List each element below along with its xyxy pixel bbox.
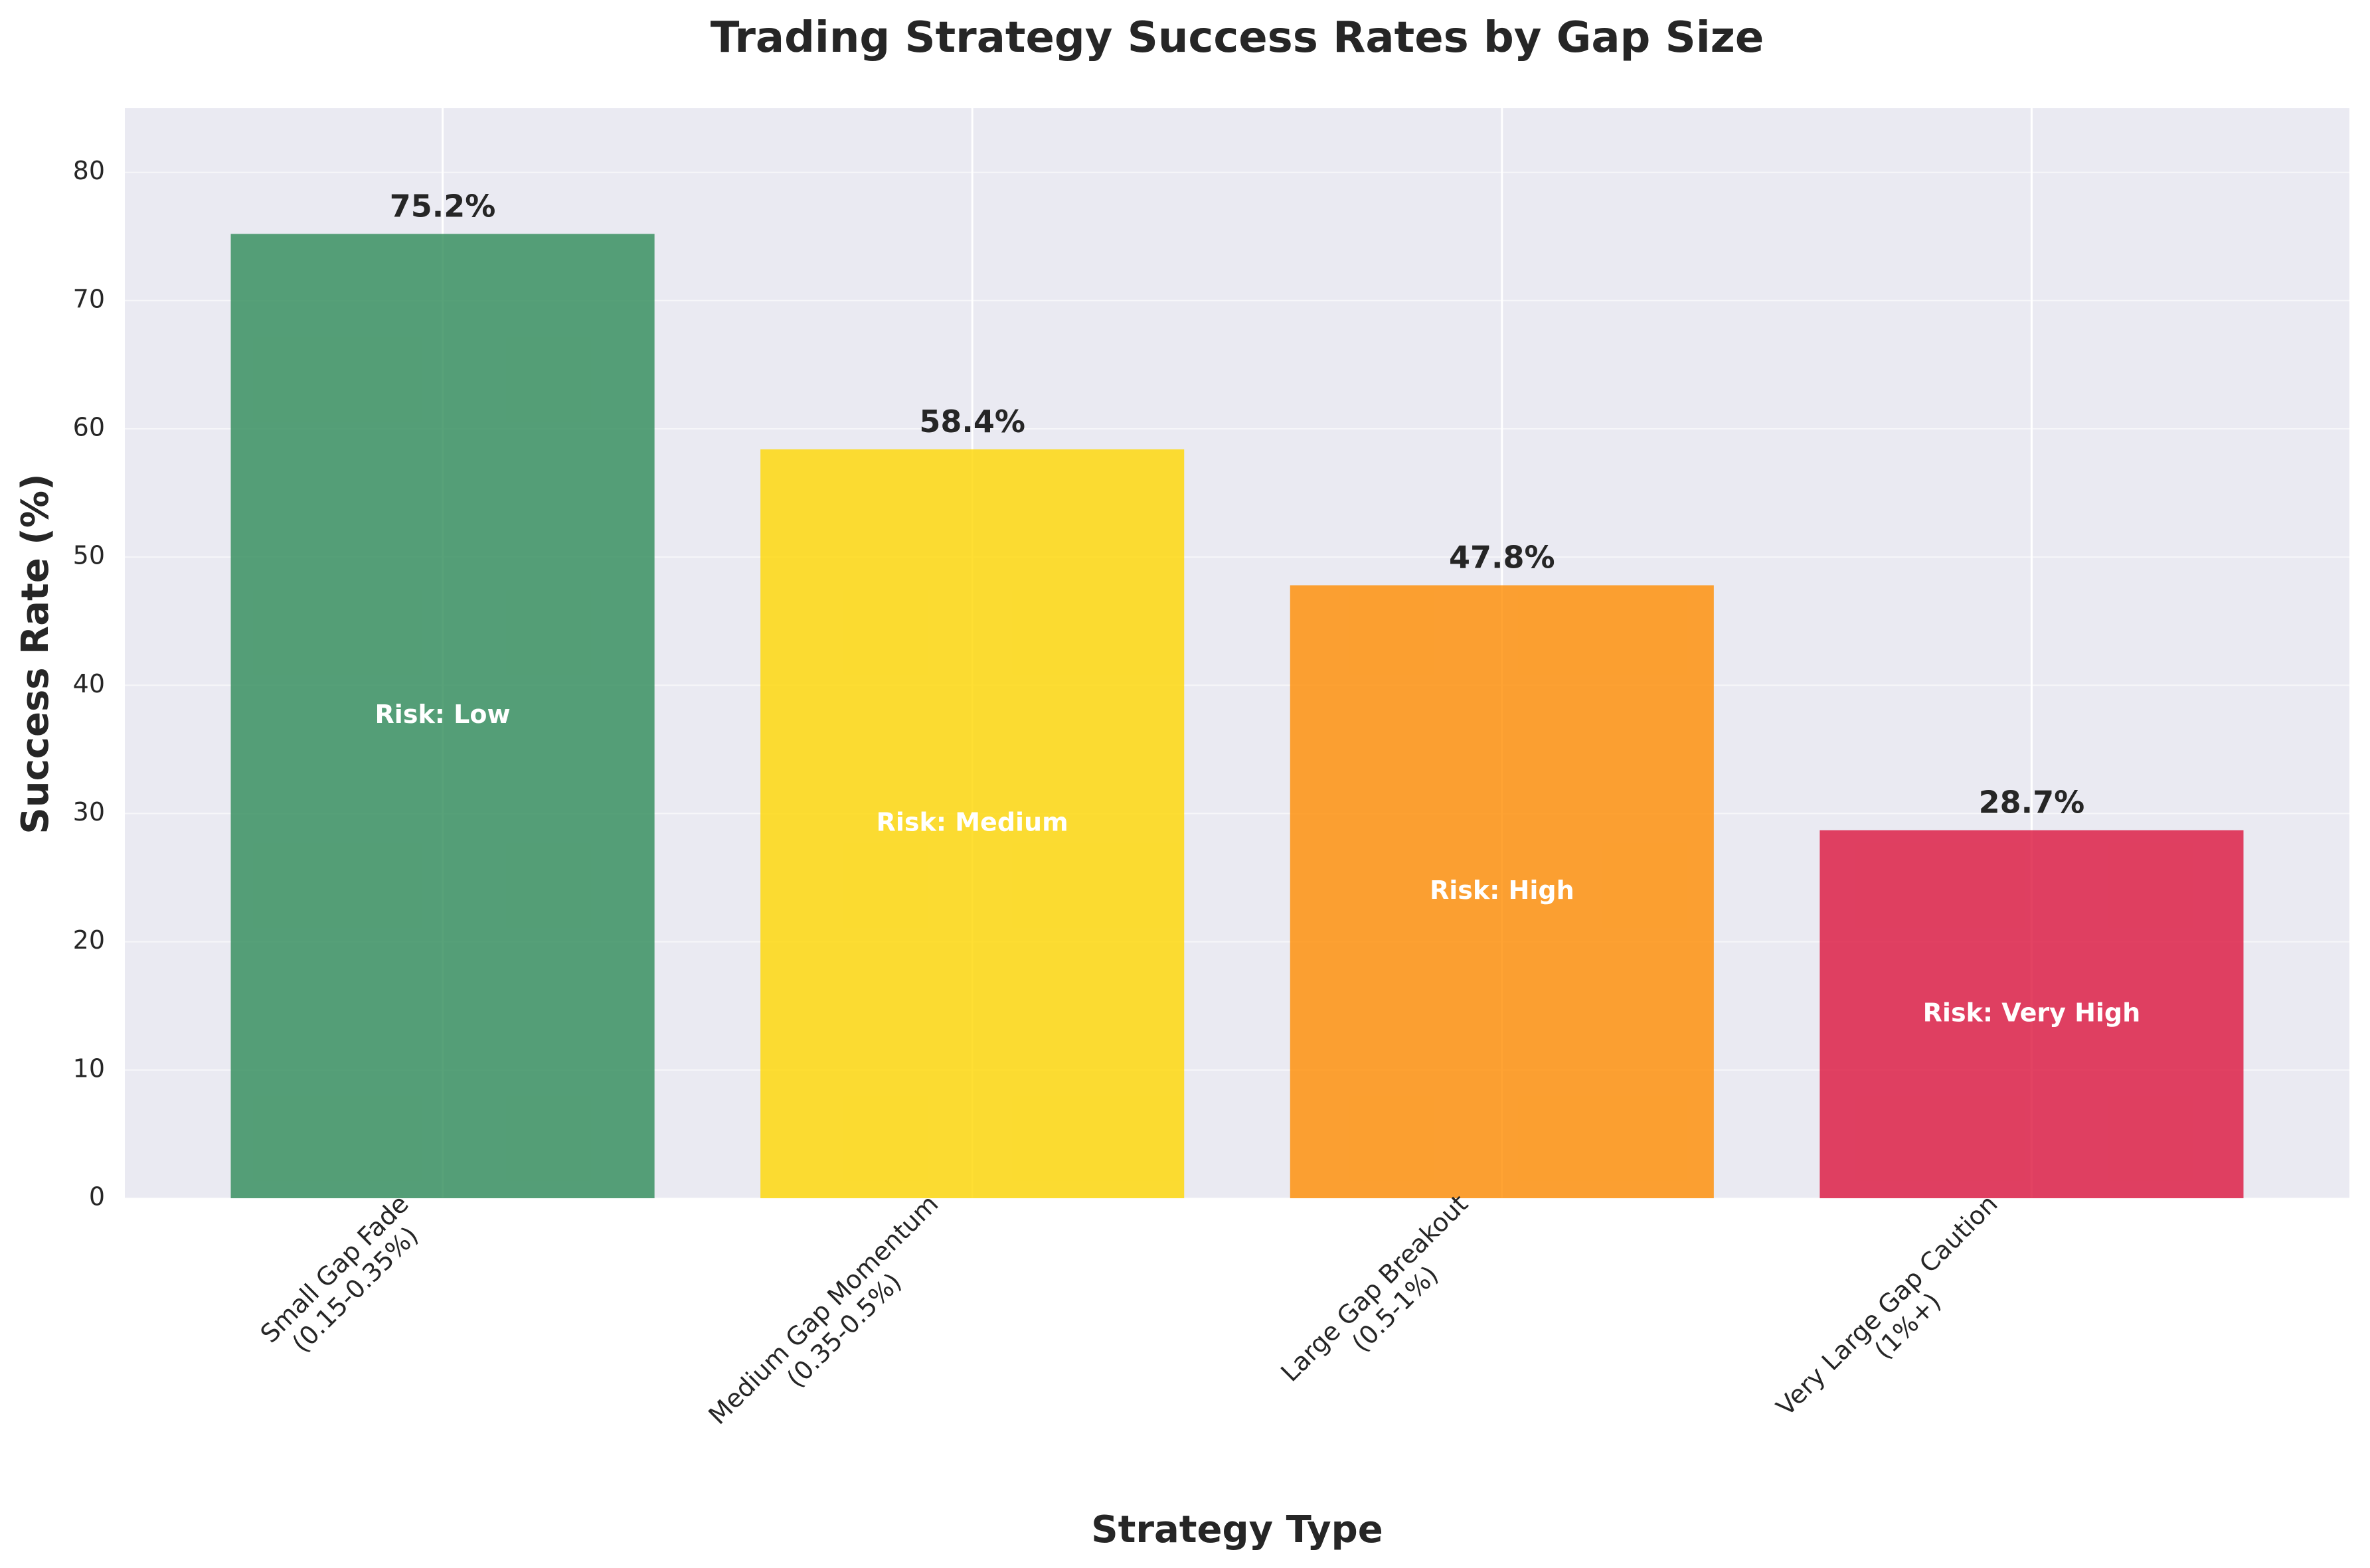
y-tick-label: 50 <box>73 541 105 570</box>
bar-value-label: 28.7% <box>1979 785 2085 821</box>
bar <box>760 449 1185 1199</box>
y-tick-label: 0 <box>89 1182 105 1212</box>
bar <box>230 234 655 1198</box>
bars <box>230 234 2244 1199</box>
x-axis-label: Strategy Type <box>1091 1508 1383 1551</box>
y-tick-label: 60 <box>73 412 105 441</box>
bar-risk-label: Risk: Very High <box>1923 998 2141 1027</box>
bar-labels: 75.2% Risk: Low 58.4% Risk: Medium 47.8% Risk… <box>375 188 2141 1027</box>
y-axis-ticks: 0 10 20 30 40 50 60 70 80 <box>73 156 105 1211</box>
y-axis-label: Success Rate (%) <box>14 473 57 834</box>
bar-value-label: 75.2% <box>390 188 496 224</box>
y-tick-label: 40 <box>73 669 105 698</box>
bar <box>1820 830 2244 1198</box>
chart-title: Trading Strategy Success Rates by Gap Si… <box>711 13 1764 62</box>
y-tick-label: 80 <box>73 156 105 185</box>
bar-risk-label: Risk: High <box>1430 876 1574 905</box>
y-tick-label: 30 <box>73 797 105 826</box>
bar-value-label: 47.8% <box>1449 540 1555 576</box>
bar-risk-label: Risk: Medium <box>877 807 1068 836</box>
bar-value-label: 58.4% <box>919 404 1025 439</box>
bar <box>1290 585 1714 1198</box>
y-tick-label: 10 <box>73 1054 105 1083</box>
y-tick-label: 20 <box>73 925 105 955</box>
bar-risk-label: Risk: Low <box>375 700 511 729</box>
y-tick-label: 70 <box>73 284 105 313</box>
